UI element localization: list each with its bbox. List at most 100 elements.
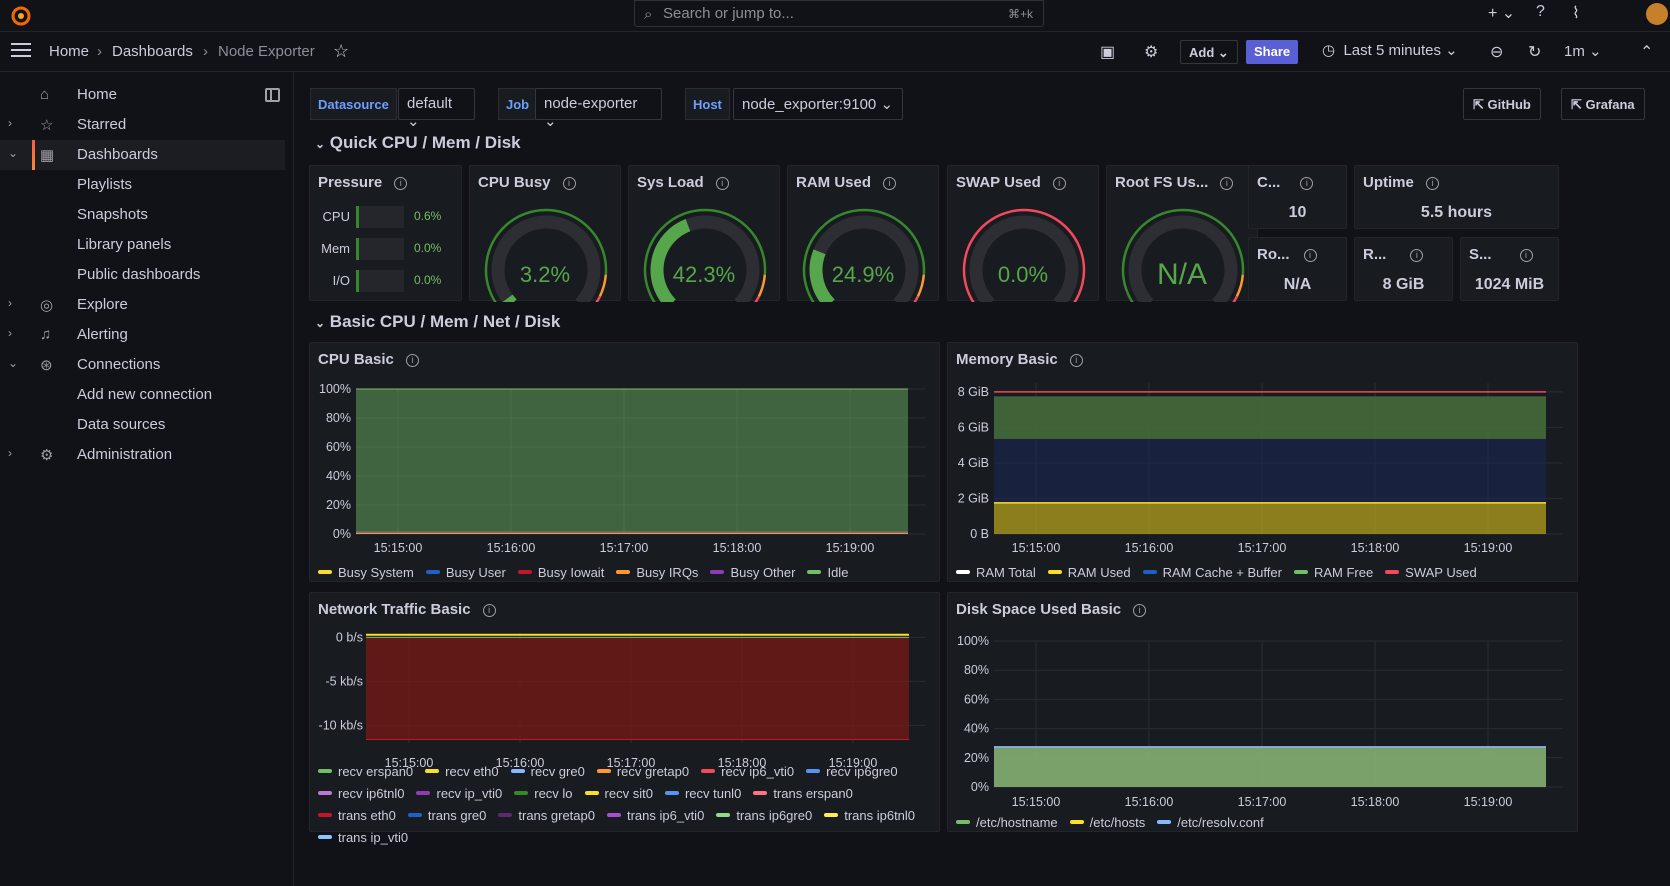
- host-select[interactable]: node_exporter:9100 ⌄: [733, 88, 903, 120]
- info-icon[interactable]: i: [1220, 177, 1234, 190]
- legend-item[interactable]: recv gretap0: [596, 761, 689, 783]
- legend-item[interactable]: trans ip6tnl0: [824, 805, 915, 827]
- chevron-up-icon[interactable]: ⌃: [1640, 44, 1654, 61]
- info-icon[interactable]: i: [1410, 249, 1424, 262]
- dock-menu-icon[interactable]: [265, 88, 280, 102]
- grafana-logo-icon[interactable]: [8, 4, 34, 28]
- legend-item[interactable]: trans ip6gre0: [716, 805, 812, 827]
- job-select[interactable]: node-exporter ⌄: [535, 88, 662, 130]
- legend-item[interactable]: /etc/hostname: [956, 815, 1058, 830]
- search-input[interactable]: ⌕ Search or jump to... ⌘+k: [634, 0, 1044, 27]
- legend-item[interactable]: Busy User: [425, 565, 506, 580]
- legend-item[interactable]: recv lo: [514, 783, 573, 805]
- sidebar-item-home[interactable]: ⌂ Home: [0, 80, 285, 110]
- sidebar-item-data-sources[interactable]: Data sources: [0, 410, 285, 440]
- cpu-basic-chart[interactable]: 100% 80% 60% 40% 20% 0% 15:15:00 15:16:00 15:17:…: [310, 343, 941, 583]
- zoom-out-icon[interactable]: ⊖: [1490, 44, 1504, 61]
- legend-item[interactable]: trans gre0: [407, 805, 486, 827]
- legend-item[interactable]: recv ip6gre0: [806, 761, 898, 783]
- avatar[interactable]: [1646, 3, 1668, 25]
- legend-item[interactable]: trans gretap0: [498, 805, 595, 827]
- sidebar-item-playlists[interactable]: Playlists: [0, 170, 285, 200]
- legend-item[interactable]: Busy System: [318, 565, 414, 580]
- sidebar-item-alerting[interactable]: › ♫ Alerting: [0, 320, 285, 350]
- info-icon[interactable]: i: [715, 177, 729, 190]
- legend-item[interactable]: RAM Free: [1293, 565, 1373, 580]
- info-icon[interactable]: i: [1300, 177, 1314, 190]
- disk-space-chart[interactable]: 100% 80% 60% 40% 20% 0% 15:15:00 15:16:00 15:17:…: [948, 593, 1579, 833]
- memory-basic-chart[interactable]: 8 GiB 6 GiB 4 GiB 2 GiB 0 B 15:15:00 15:16:00 1…: [948, 343, 1579, 583]
- legend-item[interactable]: recv sit0: [584, 783, 653, 805]
- info-icon[interactable]: i: [1303, 249, 1317, 262]
- sidebar-item-administration[interactable]: › ⚙ Administration: [0, 440, 285, 470]
- datasource-select[interactable]: default ⌄: [398, 88, 475, 130]
- help-icon[interactable]: ?: [1536, 3, 1545, 20]
- sidebar-item-dashboards[interactable]: ⌄ ▦ Dashboards: [0, 140, 285, 170]
- row-basic-cpu-mem-net-disk[interactable]: ⌄ Basic CPU / Mem / Net / Disk: [315, 312, 560, 332]
- breadcrumb-home[interactable]: Home: [49, 43, 90, 60]
- legend-item[interactable]: recv erspan0: [318, 761, 413, 783]
- info-icon[interactable]: i: [1519, 249, 1533, 262]
- sidebar-item-library-panels[interactable]: Library panels: [0, 230, 285, 260]
- info-icon[interactable]: i: [394, 177, 408, 190]
- chevron-right-icon[interactable]: ›: [8, 446, 12, 460]
- github-link-button[interactable]: ⇱ GitHub: [1463, 88, 1541, 120]
- menu-icon[interactable]: [11, 43, 31, 59]
- info-icon[interactable]: i: [562, 177, 576, 190]
- rss-icon[interactable]: ⌇: [1572, 5, 1580, 22]
- share-button[interactable]: Share: [1246, 40, 1299, 64]
- chevron-down-icon[interactable]: ⌄: [8, 146, 19, 160]
- legend-item[interactable]: recv ip6_vti0: [701, 761, 794, 783]
- legend-item[interactable]: /etc/resolv.conf: [1157, 815, 1264, 830]
- sidebar-item-snapshots[interactable]: Snapshots: [0, 200, 285, 230]
- legend-item[interactable]: /etc/hosts: [1069, 815, 1145, 830]
- legend-item[interactable]: recv ip_vti0: [416, 783, 502, 805]
- chevron-down-icon[interactable]: ⌄: [8, 356, 19, 370]
- legend-item[interactable]: Idle: [807, 565, 848, 580]
- legend-item[interactable]: recv ip6tnl0: [318, 783, 404, 805]
- refresh-icon[interactable]: ↻: [1528, 44, 1542, 61]
- legend-item[interactable]: RAM Total: [956, 565, 1036, 580]
- save-icon[interactable]: ▣: [1100, 44, 1116, 61]
- chevron-right-icon[interactable]: ›: [8, 116, 12, 130]
- legend-item[interactable]: trans ip6_vti0: [606, 805, 704, 827]
- sidebar-item-starred[interactable]: › ☆ Starred: [0, 110, 285, 140]
- gear-icon[interactable]: ⚙: [1144, 44, 1159, 61]
- time-range-picker[interactable]: ◷ Last 5 minutes ⌄: [1322, 42, 1458, 59]
- breadcrumb-dashboards[interactable]: Dashboards: [112, 43, 193, 60]
- sidebar-item-public-dashboards[interactable]: Public dashboards: [0, 260, 285, 290]
- grafana-link-button[interactable]: ⇱ Grafana: [1561, 88, 1645, 120]
- legend-item[interactable]: trans ip_vti0: [318, 827, 408, 849]
- legend-item[interactable]: recv tunl0: [664, 783, 741, 805]
- info-icon[interactable]: i: [1069, 354, 1083, 367]
- info-icon[interactable]: i: [1425, 177, 1439, 190]
- info-icon[interactable]: i: [1133, 604, 1147, 617]
- refresh-interval-picker[interactable]: 1m ⌄: [1564, 43, 1602, 60]
- legend-item[interactable]: SWAP Used: [1385, 565, 1477, 580]
- star-icon[interactable]: ☆: [333, 41, 350, 61]
- add-button[interactable]: Add ⌄: [1180, 40, 1238, 64]
- info-icon[interactable]: i: [482, 604, 496, 617]
- legend-item[interactable]: trans eth0: [318, 805, 396, 827]
- legend-item[interactable]: RAM Used: [1047, 565, 1131, 580]
- sidebar-item-connections[interactable]: ⌄ ⊛ Connections: [0, 350, 285, 380]
- legend-item[interactable]: recv eth0: [425, 761, 499, 783]
- chevron-right-icon[interactable]: ›: [8, 326, 12, 340]
- legend-item[interactable]: Busy Iowait: [517, 565, 604, 580]
- info-icon[interactable]: i: [883, 177, 897, 190]
- legend-item[interactable]: recv gre0: [510, 761, 585, 783]
- sidebar-item-add-new-connection[interactable]: Add new connection: [0, 380, 285, 410]
- legend-item[interactable]: Busy IRQs: [616, 565, 698, 580]
- info-icon[interactable]: i: [405, 354, 419, 367]
- legend-item[interactable]: trans erspan0: [753, 783, 853, 805]
- y-tick-label: 0 b/s: [336, 630, 363, 644]
- panel-title: Pressure i: [318, 174, 408, 191]
- network-traffic-chart[interactable]: 0 b/s -5 kb/s -10 kb/s 15:15:00 15:16:00 15:1…: [310, 593, 941, 833]
- legend-item[interactable]: Busy Other: [710, 565, 795, 580]
- sidebar-item-explore[interactable]: › ◎ Explore: [0, 290, 285, 320]
- chevron-right-icon[interactable]: ›: [8, 296, 12, 310]
- legend-item[interactable]: RAM Cache + Buffer: [1142, 565, 1282, 580]
- plus-icon[interactable]: + ⌄: [1488, 5, 1516, 22]
- row-quick-cpu-mem-disk[interactable]: ⌄ Quick CPU / Mem / Disk: [315, 133, 521, 153]
- info-icon[interactable]: i: [1052, 177, 1066, 190]
